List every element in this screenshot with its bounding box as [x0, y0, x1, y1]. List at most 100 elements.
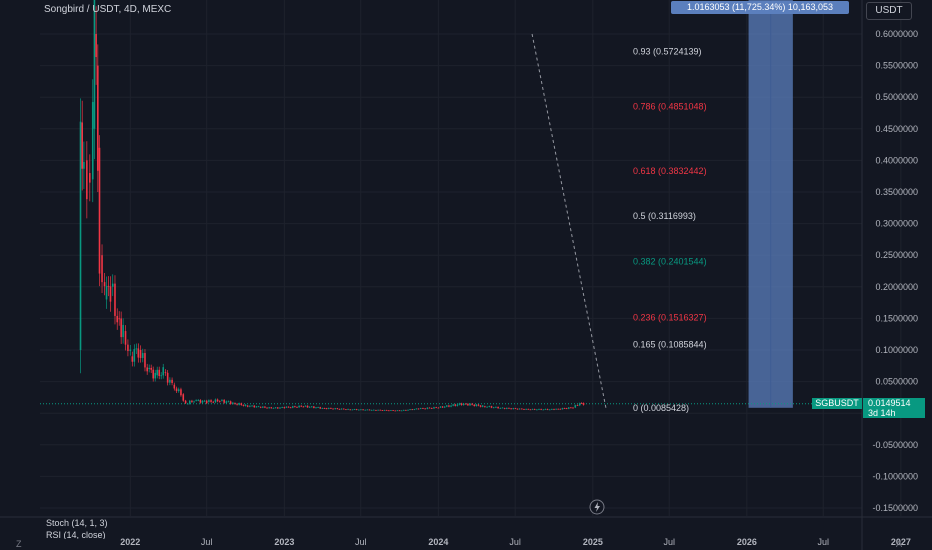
candle-body [499, 407, 502, 409]
fib-level-label[interactable]: 0.382 (0.2401544) [633, 256, 707, 266]
candle-body [195, 400, 197, 402]
candle-body [548, 409, 551, 411]
lightning-bolt-glyph [594, 502, 600, 512]
candle-body [402, 409, 405, 411]
candle-body [518, 408, 521, 410]
fib-level-label[interactable]: 0.786 (0.4851048) [633, 102, 707, 112]
candle-body [563, 408, 566, 409]
candle-body [555, 408, 557, 410]
candle-body [105, 285, 108, 300]
candle-body [287, 406, 290, 408]
candle-body [465, 403, 467, 405]
candle-body [116, 315, 119, 323]
candle-body [512, 408, 515, 410]
x-tick-label: Jul [355, 537, 367, 547]
candle-body [135, 348, 138, 350]
candle-body [514, 408, 517, 410]
candle-body [582, 403, 585, 405]
fib-retracement[interactable]: 0.93 (0.5724139) 0.786 (0.4851048) 0.618 (… [633, 46, 707, 412]
price-series [79, 0, 585, 412]
candle-body [481, 405, 484, 407]
fib-level-label[interactable]: 0.93 (0.5724139) [633, 46, 702, 56]
candle-body [266, 407, 268, 409]
candle-body [411, 409, 414, 411]
candle-body [225, 401, 228, 403]
candle-body [279, 407, 281, 409]
candle-body [253, 405, 256, 408]
candle-body [264, 406, 266, 408]
candle-body [323, 408, 326, 409]
zoom-icon[interactable]: Z [16, 539, 22, 549]
candle-body [122, 324, 124, 338]
candle-body [306, 405, 309, 408]
candle-body [390, 410, 392, 411]
candle-body [454, 404, 457, 406]
candle-body [180, 389, 182, 396]
measure-box [748, 0, 793, 408]
candle-body [173, 384, 176, 389]
candle-body [205, 400, 208, 404]
candle-body [124, 331, 127, 345]
candle-body [101, 255, 103, 283]
candle-body [394, 410, 397, 412]
candle-body [332, 408, 334, 410]
candle-body [529, 409, 532, 411]
fib-level-label[interactable]: 0.618 (0.3832442) [633, 166, 707, 176]
candle-body [334, 408, 336, 410]
candle-body [214, 399, 217, 403]
fib-level-label[interactable]: 0.236 (0.1516327) [633, 312, 707, 322]
candle-body [229, 401, 232, 404]
candle-body [308, 406, 311, 408]
candle-body [379, 409, 382, 411]
candle-body [91, 102, 94, 180]
candle-body [162, 367, 165, 376]
candle-body [428, 407, 431, 409]
currency-button[interactable]: USDT [866, 2, 912, 20]
candle-body [433, 407, 435, 409]
candle-body [262, 406, 264, 408]
fib-level-label[interactable]: 0.5 (0.3116993) [633, 211, 696, 221]
candle-body [430, 408, 433, 409]
price-axis[interactable]: 0.6000000 0.5500000 0.5000000 0.4500000 0.40… [872, 29, 918, 513]
candle-body [111, 283, 114, 287]
trend-line[interactable] [40, 33, 862, 408]
x-tick-label: Jul [509, 537, 521, 547]
candle-body [141, 353, 144, 358]
candle-body [540, 408, 542, 410]
fib-level-label[interactable]: 0.165 (0.1085844) [633, 340, 707, 350]
candle-body [249, 405, 251, 407]
chart-decor [589, 499, 605, 515]
candle-body [441, 406, 444, 408]
candle-body [435, 407, 437, 409]
candle-body [460, 403, 463, 405]
candle-body [93, 0, 96, 129]
candle-body [443, 406, 446, 408]
candle-body [488, 406, 491, 407]
candle-body [88, 173, 91, 183]
candle-body [197, 400, 200, 401]
candle-body [330, 407, 332, 409]
candle-body [398, 410, 401, 412]
fib-level-label[interactable]: 0 (0.0085428) [633, 403, 689, 413]
candle-body [345, 409, 347, 411]
candle-body [274, 407, 277, 409]
candle-body [83, 161, 85, 169]
time-axis[interactable]: 2022 Jul 2023 Jul 2024 Jul 2025 Jul 2026 Jul 2027 [120, 537, 911, 547]
candle-body [503, 408, 506, 409]
candle-body [171, 379, 173, 383]
candle-body [227, 401, 230, 403]
candle-body [426, 407, 429, 409]
candle-body [244, 404, 247, 406]
candle-body [400, 410, 403, 412]
candle-body [405, 409, 407, 411]
candle-body [270, 407, 273, 409]
rsi-indicator-label[interactable]: RSI (14, close) [46, 530, 106, 539]
auto-scale-icon[interactable]: A [896, 539, 903, 549]
y-tick-label: -0.0500000 [872, 440, 918, 450]
candle-body [419, 408, 422, 409]
candle-body [490, 406, 493, 408]
candle-body [131, 356, 134, 362]
candle-body [469, 403, 471, 406]
stoch-indicator-label[interactable]: Stoch (14, 1, 3) [46, 518, 108, 528]
